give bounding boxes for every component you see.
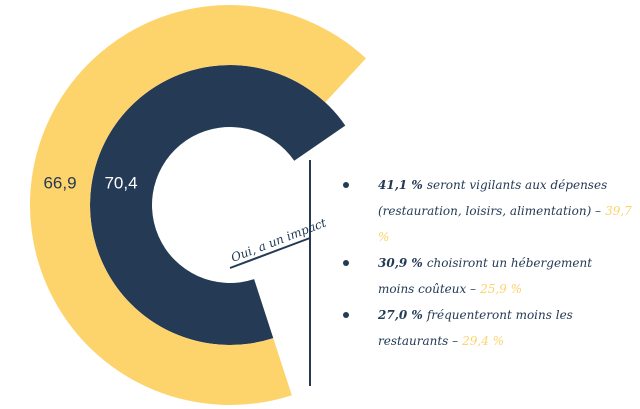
value-label: 70,4 <box>104 173 137 192</box>
note-text: choisiront un hébergement moins coûteux … <box>378 256 593 296</box>
note-text: seront vigilants aux dépenses (restaurat… <box>378 178 608 218</box>
note-highlight: 25,9 % <box>480 282 522 296</box>
note-text: fréquenteront moins les restaurants – <box>378 308 573 348</box>
note: 27,0 % fréquenteront moins les restaurant… <box>340 302 632 354</box>
annotation: Oui, a un impact <box>229 216 328 265</box>
note: 30,9 % choisiront un hébergement moins co… <box>340 250 632 302</box>
notes: 41,1 % seront vigilants aux dépenses (res… <box>340 172 632 354</box>
pointer-line <box>229 237 311 269</box>
note: 41,1 % seront vigilants aux dépenses (res… <box>340 172 632 250</box>
value-label: 66,9 <box>43 173 76 192</box>
note-highlight: 39,7 % <box>378 204 632 244</box>
note-bold: 41,1 % <box>378 178 423 192</box>
note-bold: 30,9 % <box>378 256 423 270</box>
radial-bar <box>90 65 346 346</box>
radial-bar <box>29 4 366 405</box>
note-highlight: 29,4 % <box>462 334 505 348</box>
note-bold: 27,0 % <box>378 308 423 322</box>
